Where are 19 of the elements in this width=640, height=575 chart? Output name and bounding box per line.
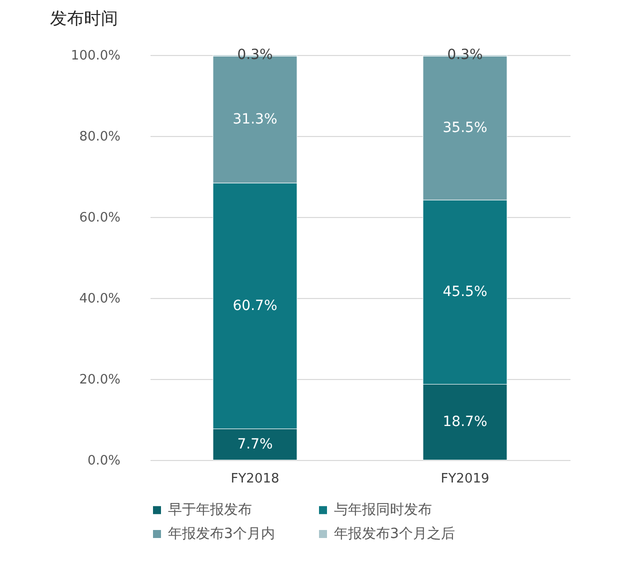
y-tick-label: 20.0% (79, 372, 120, 388)
y-tick-label: 100.0% (70, 48, 120, 64)
data-label: 7.7% (237, 436, 273, 452)
y-tick-label: 40.0% (79, 292, 120, 306)
data-label: 18.7% (442, 414, 488, 430)
data-label: 35.5% (442, 120, 488, 136)
y-tick-label: 80.0% (79, 130, 120, 144)
legend-label: 年报发布3个月内 (168, 526, 275, 542)
legend-label: 与年报同时发布 (334, 502, 432, 518)
y-tick-label: 60.0% (79, 210, 120, 226)
y-tick-label: 0.0% (87, 454, 120, 468)
data-label: 60.7% (232, 298, 278, 314)
x-tick-label: FY2018 (230, 472, 280, 486)
chart-title: 发布时间 (50, 9, 118, 29)
legend-label: 早于年报发布 (168, 502, 252, 518)
data-label: 31.3% (232, 112, 278, 128)
x-tick-label: FY2019 (440, 472, 490, 486)
legend-label: 年报发布3个月之后 (334, 526, 455, 542)
data-label: 45.5% (442, 284, 488, 300)
